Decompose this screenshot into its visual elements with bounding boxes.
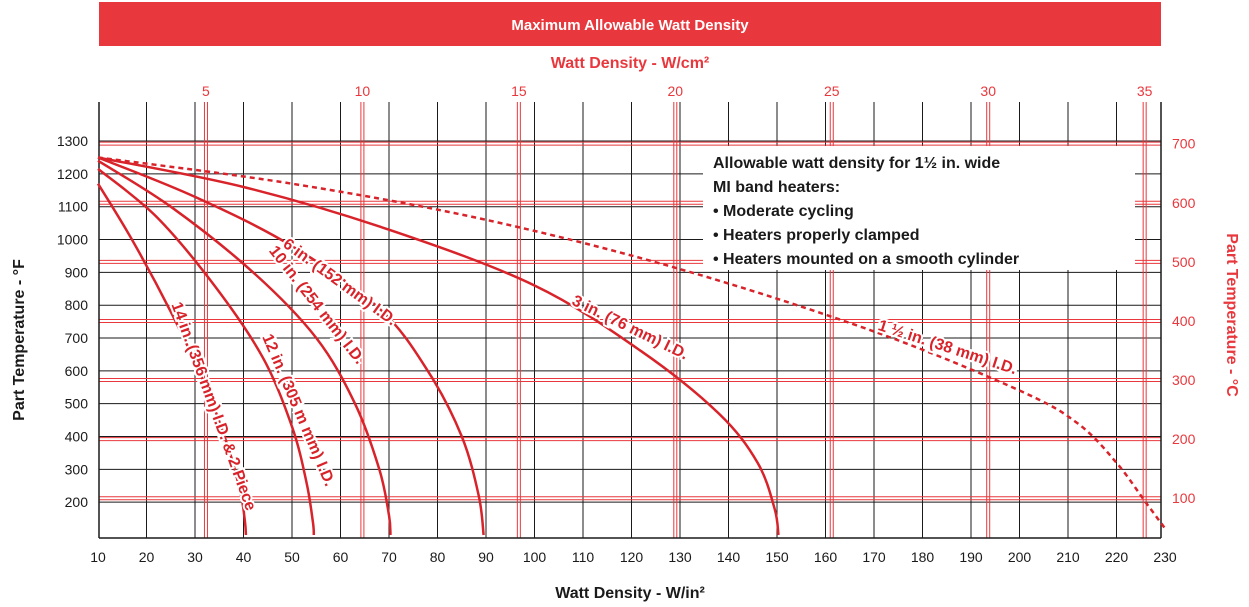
y-left-tick-label: 800 bbox=[65, 297, 89, 313]
x-tick-label: 90 bbox=[478, 549, 494, 565]
y-left-tick-label: 600 bbox=[65, 363, 89, 379]
x-tick-label: 160 bbox=[814, 549, 838, 565]
x-top-tick-label: 25 bbox=[824, 83, 840, 99]
x-tick-label: 220 bbox=[1105, 549, 1129, 565]
bottom-axis-title: Watt Density - W/in² bbox=[555, 585, 705, 602]
y-right-tick-label: 500 bbox=[1172, 254, 1196, 270]
series-line bbox=[97, 167, 316, 536]
x-tick-label: 120 bbox=[620, 549, 644, 565]
x-top-tick-label: 15 bbox=[511, 83, 527, 99]
x-tick-label: 170 bbox=[862, 549, 886, 565]
note-line-3: • Moderate cycling bbox=[713, 203, 854, 220]
series-label: 3 in. (76 mm) I.D. bbox=[569, 292, 691, 363]
title-banner bbox=[99, 2, 1161, 46]
series-label: 14 in. (356 mm) I.D. & 2 Piece bbox=[168, 300, 259, 513]
y-left-tick-label: 900 bbox=[65, 264, 89, 280]
x-top-tick-label: 5 bbox=[202, 83, 210, 99]
y-left-tick-label: 700 bbox=[65, 330, 89, 346]
y-right-tick-label: 300 bbox=[1172, 372, 1196, 388]
x-tick-label: 60 bbox=[333, 549, 349, 565]
x-tick-label: 230 bbox=[1153, 549, 1177, 565]
note-line-5: • Heaters mounted on a smooth cylinder bbox=[713, 251, 1019, 268]
x-tick-label: 40 bbox=[236, 549, 252, 565]
x-tick-label: 150 bbox=[765, 549, 789, 565]
y-left-tick-label: 400 bbox=[65, 429, 89, 445]
x-top-tick-label: 10 bbox=[355, 83, 371, 99]
x-top-tick-label: 35 bbox=[1137, 83, 1153, 99]
y-right-tick-label: 600 bbox=[1172, 195, 1196, 211]
x-tick-label: 110 bbox=[572, 549, 595, 565]
series-label: 12 in. (305 m mm) I.D. bbox=[258, 332, 338, 489]
y-left-tick-label: 500 bbox=[65, 396, 89, 412]
x-tick-label: 50 bbox=[284, 549, 300, 565]
grid bbox=[98, 102, 1162, 539]
curve-labels: 14 in. (356 mm) I.D. & 2 Piece 12 in. (30… bbox=[166, 233, 1021, 515]
x-tick-label: 70 bbox=[381, 549, 397, 565]
series-line bbox=[97, 156, 485, 536]
top-axis-title: Watt Density - W/cm² bbox=[551, 55, 710, 72]
x-tick-label: 130 bbox=[668, 549, 692, 565]
y-right-tick-label: 100 bbox=[1172, 490, 1196, 506]
x-tick-label: 30 bbox=[187, 549, 203, 565]
y-left-tick-label: 1000 bbox=[57, 232, 88, 248]
note-line-4: • Heaters properly clamped bbox=[713, 227, 920, 244]
curves bbox=[96, 156, 1167, 536]
note-line-2: MI band heaters: bbox=[713, 179, 840, 196]
right-axis-title: Part Temperature - °C bbox=[1223, 233, 1240, 397]
x-top-tick-label: 30 bbox=[980, 83, 996, 99]
y-right-tick-label: 400 bbox=[1172, 313, 1196, 329]
tick-labels: 10 20 30 40 50 60 70 80 90 100 110 120 130 140 150 160 1… bbox=[57, 83, 1196, 565]
x-tick-label: 210 bbox=[1056, 549, 1080, 565]
y-left-tick-label: 1300 bbox=[57, 133, 88, 149]
x-tick-label: 10 bbox=[90, 549, 106, 565]
notes-box: Allowable watt density for 1½ in. wide M… bbox=[703, 146, 1135, 270]
series-line bbox=[97, 159, 392, 536]
x-tick-label: 180 bbox=[911, 549, 935, 565]
y-right-tick-label: 700 bbox=[1172, 136, 1196, 152]
notes-background bbox=[703, 146, 1135, 270]
x-top-tick-label: 20 bbox=[668, 83, 684, 99]
x-tick-label: 200 bbox=[1008, 549, 1032, 565]
y-left-tick-label: 200 bbox=[65, 494, 89, 510]
chart-title: Maximum Allowable Watt Density bbox=[511, 17, 749, 34]
series-label: 1 ½ in. (38 mm) I.D. bbox=[876, 317, 1019, 378]
series-line bbox=[96, 183, 248, 536]
x-tick-label: 20 bbox=[139, 549, 155, 565]
y-left-tick-label: 1200 bbox=[57, 166, 88, 182]
y-right-tick-label: 200 bbox=[1172, 431, 1196, 447]
left-axis-title: Part Temperature - °F bbox=[11, 259, 28, 421]
x-tick-label: 80 bbox=[430, 549, 446, 565]
x-tick-label: 140 bbox=[717, 549, 741, 565]
y-left-tick-label: 1100 bbox=[58, 199, 88, 215]
series-line bbox=[97, 156, 1167, 530]
series-line bbox=[97, 156, 780, 536]
x-tick-label: 190 bbox=[959, 549, 983, 565]
y-left-tick-label: 300 bbox=[65, 461, 89, 477]
note-line-1: Allowable watt density for 1½ in. wide bbox=[713, 155, 1000, 172]
x-tick-label: 100 bbox=[523, 549, 547, 565]
